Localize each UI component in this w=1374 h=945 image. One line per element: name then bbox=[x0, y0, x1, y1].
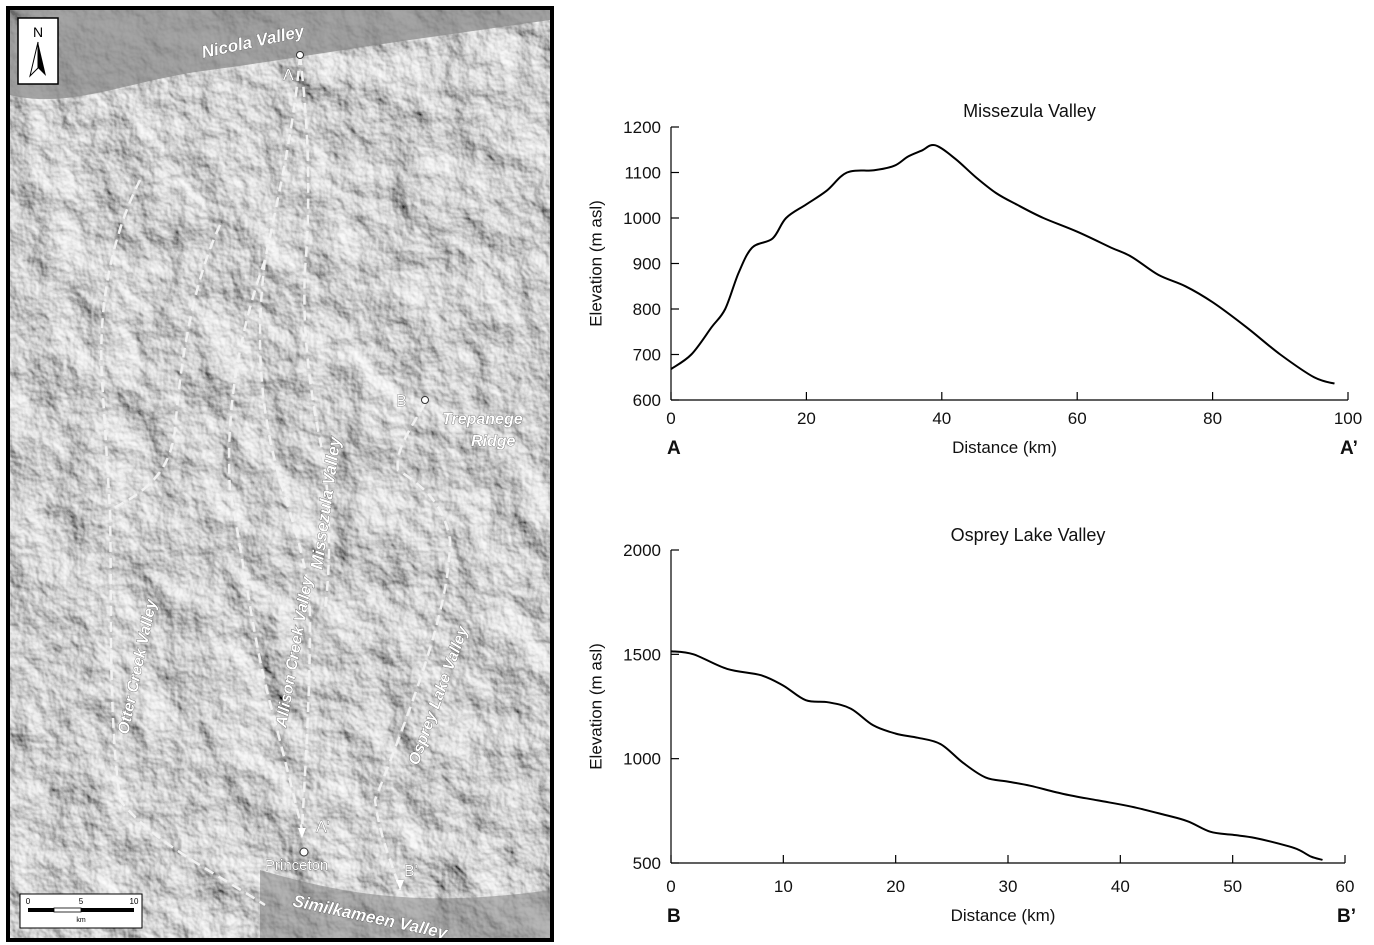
y-tick-label: 1000 bbox=[623, 209, 661, 228]
x-tick-label: 80 bbox=[1203, 409, 1222, 428]
x-tick-label: 30 bbox=[999, 877, 1018, 896]
b-prime-arrow bbox=[396, 880, 404, 890]
label-a: A bbox=[283, 67, 294, 84]
north-arrow-right bbox=[38, 42, 46, 76]
profile-end-label: B’ bbox=[1337, 906, 1356, 927]
scale-bar: 0 5 10 km bbox=[19, 893, 143, 929]
y-tick-label: 600 bbox=[633, 391, 661, 410]
y-tick-label: 1200 bbox=[623, 118, 661, 137]
x-tick-label: 10 bbox=[774, 877, 793, 896]
missezula-outline-east bbox=[298, 54, 331, 611]
x-tick-label: 20 bbox=[797, 409, 816, 428]
x-tick-label: 60 bbox=[1068, 409, 1087, 428]
y-tick-label: 2000 bbox=[623, 541, 661, 560]
scale-tick-10: 10 bbox=[130, 897, 139, 906]
point-a bbox=[296, 51, 304, 59]
elevation-profile-line bbox=[670, 650, 1323, 861]
x-tick-label: 100 bbox=[1334, 409, 1362, 428]
profile-end-label: A’ bbox=[1340, 438, 1358, 459]
missezula-outline-west bbox=[258, 54, 312, 831]
x-tick-label: 20 bbox=[886, 877, 905, 896]
osprey-profile-chart: Osprey Lake Valley Elevation (m asl) Dis… bbox=[586, 525, 1356, 927]
y-tick-label: 500 bbox=[633, 854, 661, 873]
north-arrow: N bbox=[17, 17, 59, 85]
scale-seg-2 bbox=[53, 907, 82, 913]
osprey-outline bbox=[373, 402, 452, 891]
nicola-valley-floor bbox=[10, 10, 550, 100]
y-tick-label: 1100 bbox=[624, 164, 661, 183]
x-tick-label: 40 bbox=[932, 409, 951, 428]
label-b-prime: B' bbox=[404, 863, 418, 880]
valley-outlines bbox=[100, 54, 452, 907]
x-tick-label: 60 bbox=[1336, 877, 1355, 896]
label-b: B bbox=[396, 393, 407, 410]
princeton-label: Princeton bbox=[265, 857, 328, 874]
y-tick-label: 800 bbox=[633, 300, 661, 319]
y-tick-label: 700 bbox=[633, 346, 661, 365]
scale-seg-1 bbox=[28, 908, 54, 912]
allison-outline bbox=[227, 259, 304, 831]
trepanege-label-1: Trepanege bbox=[442, 411, 523, 428]
y-tick-label: 1000 bbox=[623, 750, 661, 769]
elevation-profile-line bbox=[670, 143, 1335, 385]
x-tick-label: 0 bbox=[666, 877, 675, 896]
y-tick-label: 900 bbox=[633, 255, 661, 274]
x-axis-label: Distance (km) bbox=[951, 906, 1056, 925]
scale-tick-5: 5 bbox=[79, 897, 84, 906]
y-tick-label: 1500 bbox=[623, 645, 661, 664]
chart-title: Osprey Lake Valley bbox=[951, 525, 1106, 545]
trepanege-label-2: Ridge bbox=[471, 433, 516, 450]
y-axis-label: Elevation (m asl) bbox=[586, 200, 605, 327]
scale-tick-0: 0 bbox=[26, 897, 31, 906]
similkameen-valley-floor bbox=[260, 870, 550, 938]
label-a-prime: A' bbox=[316, 819, 330, 836]
y-axis-label: Elevation (m asl) bbox=[586, 643, 605, 770]
point-b bbox=[421, 396, 429, 404]
profile-start-label: A bbox=[667, 438, 681, 459]
chart-title: Missezula Valley bbox=[963, 101, 1096, 121]
missezula-profile-chart: Missezula Valley Elevation (m asl) Dista… bbox=[586, 101, 1362, 459]
x-axis-label: Distance (km) bbox=[952, 438, 1057, 457]
scale-unit: km bbox=[76, 917, 86, 924]
north-letter: N bbox=[33, 24, 43, 40]
hillshade-map: N Nicola Valley A B Trepanege Ridge Miss… bbox=[10, 10, 550, 938]
map-panel: N Nicola Valley A B Trepanege Ridge Miss… bbox=[6, 6, 554, 942]
scale-seg-3 bbox=[81, 908, 134, 912]
x-tick-label: 50 bbox=[1223, 877, 1242, 896]
a-prime-arrow bbox=[298, 828, 306, 838]
north-arrow-box bbox=[17, 17, 59, 85]
otter-tributary bbox=[109, 224, 222, 512]
hillshade-relief bbox=[10, 10, 550, 938]
otter-outline bbox=[100, 179, 266, 907]
x-tick-label: 40 bbox=[1111, 877, 1130, 896]
x-tick-label: 0 bbox=[666, 409, 675, 428]
profile-start-label: B bbox=[667, 906, 681, 927]
princeton-point bbox=[299, 847, 309, 857]
